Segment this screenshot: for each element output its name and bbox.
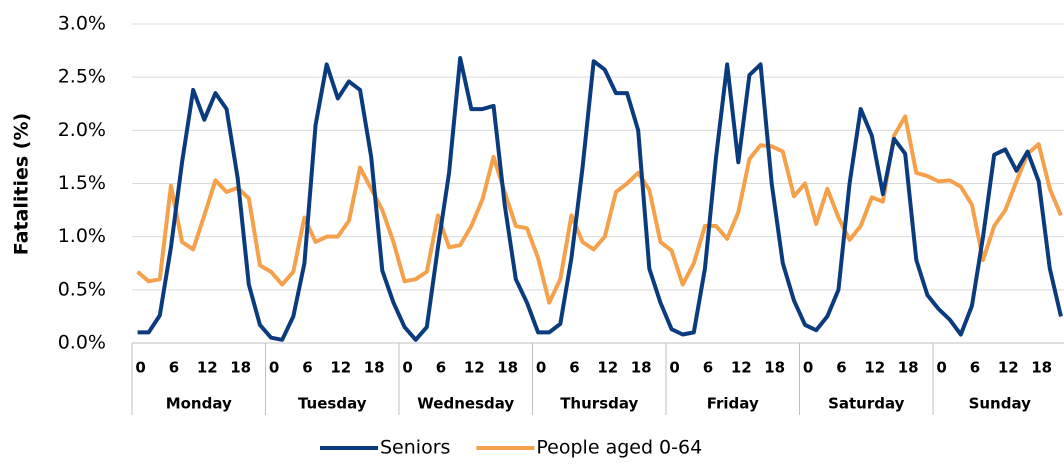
x-tick-label: 18 — [898, 359, 919, 377]
x-tick-label: 6 — [703, 359, 713, 377]
series-line — [136, 114, 1063, 305]
x-tick-label: 0 — [936, 359, 946, 377]
x-tick-label: 0 — [669, 359, 679, 377]
x-tick-label: 0 — [402, 359, 412, 377]
x-tick-label: 12 — [330, 359, 351, 377]
legend-label: Seniors — [380, 437, 450, 459]
plot — [136, 56, 1063, 342]
y-tick-label: 2.0% — [58, 119, 106, 141]
group-label: Thursday — [560, 395, 638, 413]
y-tick-label: 3.0% — [58, 13, 106, 35]
x-tick-label: 12 — [597, 359, 618, 377]
x-tick-label: 18 — [764, 359, 785, 377]
x-tick-label: 12 — [731, 359, 752, 377]
group-label: Tuesday — [298, 395, 367, 413]
x-tick-label: 0 — [536, 359, 546, 377]
x-tick-label: 18 — [497, 359, 518, 377]
x-tick-label: 18 — [364, 359, 385, 377]
y-axis-label: Fatalities (%) — [11, 113, 33, 255]
y-tick-label: 1.5% — [58, 172, 106, 194]
legend-label: People aged 0-64 — [536, 437, 702, 459]
x-tick-label: 0 — [803, 359, 813, 377]
y-tick-label: 2.5% — [58, 66, 106, 88]
x-tick-label: 6 — [836, 359, 846, 377]
x-tick-label: 12 — [864, 359, 885, 377]
y-tick-label: 1.0% — [58, 225, 106, 247]
x-tick-label: 12 — [464, 359, 485, 377]
x-tick-label: 12 — [998, 359, 1019, 377]
x-tick-label: 0 — [135, 359, 145, 377]
x-tick-label: 6 — [302, 359, 312, 377]
x-tick-label: 12 — [197, 359, 218, 377]
x-tick-label: 18 — [631, 359, 652, 377]
group-label: Friday — [707, 395, 759, 413]
y-tick-label: 0.5% — [58, 278, 106, 300]
x-tick-label: 6 — [436, 359, 446, 377]
group-label: Saturday — [828, 395, 905, 413]
x-tick-label: 18 — [1031, 359, 1052, 377]
x-tick-label: 0 — [269, 359, 279, 377]
x-tick-label: 18 — [230, 359, 251, 377]
group-label: Wednesday — [417, 395, 514, 413]
group-label: Sunday — [969, 395, 1032, 413]
y-tick-label: 0.0% — [58, 332, 106, 354]
x-tick-label: 6 — [169, 359, 179, 377]
x-tick-label: 6 — [970, 359, 980, 377]
x-tick-label: 6 — [569, 359, 579, 377]
series-line — [137, 56, 1063, 342]
group-label: Monday — [166, 395, 232, 413]
